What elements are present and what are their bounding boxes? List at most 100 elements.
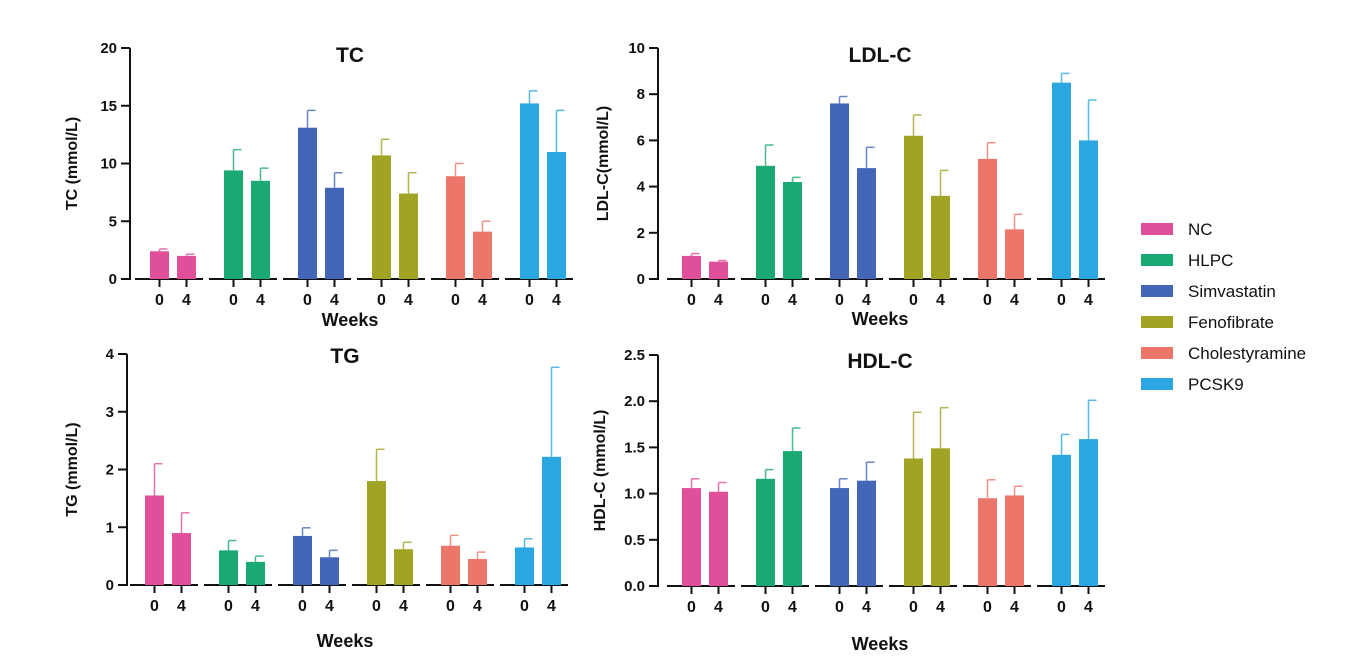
bar-simvastatin-week-4: [320, 557, 339, 585]
x-tick-label: 0: [983, 292, 992, 309]
x-tick-label: 0: [835, 599, 844, 616]
x-tick-label: 4: [478, 292, 487, 309]
x-tick-label: 0: [687, 292, 696, 309]
y-tick-label: 2.0: [624, 393, 645, 410]
legend-item-nc: NC: [1141, 220, 1213, 239]
bar-nc-week-0: [682, 255, 701, 279]
y-tick-label: 6: [637, 132, 645, 149]
x-tick-label: 4: [256, 292, 265, 309]
bar-simvastatin-week-0: [293, 535, 312, 585]
x-tick-label: 0: [835, 292, 844, 309]
x-tick-label: 4: [1010, 599, 1019, 616]
bar-nc-week-0: [145, 495, 164, 585]
y-axis-label: TC (mmol/L): [64, 117, 81, 210]
bar-simvastatin-week-0: [830, 103, 849, 279]
bar-nc-week-4: [709, 261, 728, 279]
x-axis-label: Weeks: [852, 634, 909, 654]
x-tick-label: 0: [525, 292, 534, 309]
chart-panel-hdl-c: HDL-C HDL-C (mmol/L) 0.0 0.5 1.0 1.5 2.0 2.5 0 4 0…: [592, 347, 1105, 654]
x-tick-label: 4: [1084, 599, 1093, 616]
x-tick-label: 4: [1010, 292, 1019, 309]
y-tick-label: 10: [100, 156, 117, 173]
bar-hlpc-week-0: [756, 165, 775, 279]
y-tick-label: 0: [106, 577, 114, 594]
x-tick-label: 0: [155, 292, 164, 309]
y-tick-label: 4: [106, 346, 115, 363]
x-tick-label: 4: [325, 598, 334, 615]
bar-nc-week-4: [172, 533, 191, 585]
bar-simvastatin-week-0: [830, 488, 849, 586]
y-tick-label: 0.5: [624, 532, 645, 549]
bar-cholestyramine-week-0: [446, 176, 465, 279]
x-tick-label: 0: [372, 598, 381, 615]
x-tick-label: 4: [936, 292, 945, 309]
bar-fenofibrate-week-4: [394, 549, 413, 585]
legend-item-pcsk9: PCSK9: [1141, 375, 1244, 394]
x-tick-label: 4: [177, 598, 186, 615]
x-tick-label: 0: [446, 598, 455, 615]
bar-hlpc-week-4: [251, 180, 270, 279]
x-tick-label: 4: [404, 292, 413, 309]
bar-pcsk9-week-0: [515, 547, 534, 585]
legend-item-hlpc: HLPC: [1141, 251, 1233, 270]
bar-pcsk9-week-0: [1052, 82, 1071, 280]
legend-label: Cholestyramine: [1188, 344, 1306, 363]
bar-fenofibrate-week-0: [904, 458, 923, 586]
y-tick-label: 8: [637, 86, 645, 103]
legend-label: PCSK9: [1188, 375, 1244, 394]
bar-fenofibrate-week-0: [367, 481, 386, 585]
x-tick-label: 0: [377, 292, 386, 309]
legend-swatch: [1141, 285, 1173, 297]
y-tick-label: 1.0: [624, 486, 645, 503]
x-tick-label: 4: [473, 598, 482, 615]
x-tick-label: 0: [1057, 292, 1066, 309]
bar-pcsk9-week-0: [1052, 454, 1071, 586]
bar-cholestyramine-week-0: [978, 498, 997, 586]
y-tick-label: 4: [637, 179, 646, 196]
y-tick-label: 5: [109, 213, 117, 230]
bar-hlpc-week-4: [783, 451, 802, 586]
bar-pcsk9-week-4: [542, 456, 561, 585]
x-tick-label: 4: [330, 292, 339, 309]
x-tick-label: 4: [788, 292, 797, 309]
bar-pcsk9-week-0: [520, 103, 539, 279]
bar-hlpc-week-0: [756, 478, 775, 586]
bar-simvastatin-week-0: [298, 127, 317, 279]
bar-simvastatin-week-4: [857, 168, 876, 279]
bar-nc-week-4: [177, 255, 196, 279]
bar-hlpc-week-4: [246, 561, 265, 585]
x-tick-label: 4: [1084, 292, 1093, 309]
x-tick-label: 0: [520, 598, 529, 615]
y-tick-label: 0.0: [624, 578, 645, 595]
bar-hlpc-week-0: [219, 550, 238, 585]
x-tick-label: 4: [251, 598, 260, 615]
y-tick-label: 2: [106, 462, 114, 479]
bar-pcsk9-week-4: [1079, 439, 1098, 586]
legend-swatch: [1141, 223, 1173, 235]
bar-simvastatin-week-4: [325, 187, 344, 279]
bar-nc-week-4: [709, 491, 728, 586]
bar-pcsk9-week-4: [547, 151, 566, 279]
x-tick-label: 0: [224, 598, 233, 615]
y-tick-label: 2: [637, 225, 645, 242]
y-axis-label: HDL-C (mmol/L): [592, 410, 609, 532]
bar-fenofibrate-week-0: [372, 155, 391, 279]
bar-cholestyramine-week-4: [1005, 495, 1024, 586]
bar-fenofibrate-week-4: [931, 195, 950, 279]
y-tick-label: 3: [106, 404, 114, 421]
x-tick-label: 4: [862, 292, 871, 309]
legend: NC HLPC Simvastatin Fenofibrate Cholestyrami…: [1141, 220, 1306, 394]
x-tick-label: 4: [862, 599, 871, 616]
legend-swatch: [1141, 347, 1173, 359]
x-tick-label: 0: [761, 292, 770, 309]
x-tick-label: 0: [983, 599, 992, 616]
bar-cholestyramine-week-4: [468, 559, 487, 585]
x-tick-label: 0: [451, 292, 460, 309]
y-tick-label: 2.5: [624, 347, 645, 364]
y-tick-label: 0: [637, 271, 645, 288]
y-tick-label: 0: [109, 271, 117, 288]
bar-cholestyramine-week-4: [473, 231, 492, 279]
legend-item-fenofibrate: Fenofibrate: [1141, 313, 1274, 332]
